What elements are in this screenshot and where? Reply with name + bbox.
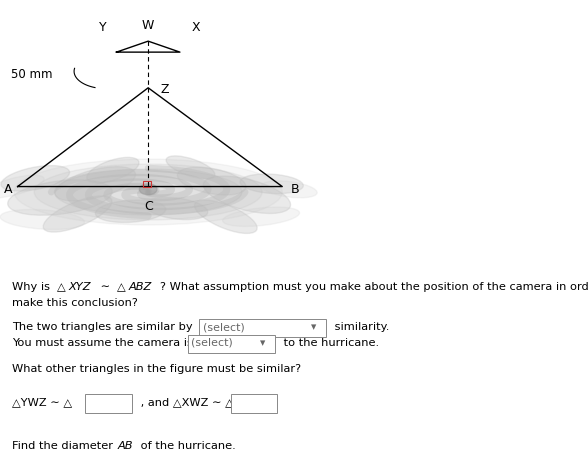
Text: AB: AB [117,441,133,451]
Text: B: B [291,183,300,196]
Text: Find the diameter: Find the diameter [12,441,116,451]
Text: (select): (select) [191,338,233,348]
Ellipse shape [195,200,257,233]
Text: X: X [192,21,200,34]
Bar [143,181,151,186]
Text: make this conclusion?: make this conclusion? [12,298,138,308]
Text: △YWZ ∼ △: △YWZ ∼ △ [12,397,72,408]
Text: similarity.: similarity. [331,322,389,332]
Ellipse shape [1,166,69,191]
Ellipse shape [203,176,290,213]
Ellipse shape [145,197,208,219]
Text: ▾: ▾ [260,338,265,348]
Ellipse shape [240,174,303,193]
FancyBboxPatch shape [188,335,275,353]
Ellipse shape [8,180,112,215]
Text: W: W [142,18,155,32]
FancyBboxPatch shape [230,394,278,412]
Text: △: △ [117,282,126,292]
Text: ∼: ∼ [97,282,114,292]
Text: (select): (select) [203,322,245,332]
Ellipse shape [95,200,166,222]
Text: Z: Z [161,83,169,96]
Ellipse shape [166,156,215,179]
Text: The two triangles are similar by: The two triangles are similar by [12,322,192,332]
FancyBboxPatch shape [85,394,132,412]
Ellipse shape [87,158,139,183]
Text: A: A [4,183,12,196]
Text: ABZ: ABZ [129,282,152,292]
Ellipse shape [14,159,282,225]
Text: 50 mm: 50 mm [11,68,53,80]
Text: of the hurricane.: of the hurricane. [137,441,236,451]
Ellipse shape [223,207,299,227]
Text: ▾: ▾ [311,322,316,332]
Text: to the hurricane.: to the hurricane. [280,338,379,348]
Text: △: △ [57,282,66,292]
Ellipse shape [43,196,112,232]
Text: Why is: Why is [12,282,54,292]
Ellipse shape [54,169,242,215]
Text: Y: Y [99,21,106,34]
Ellipse shape [55,166,135,201]
Ellipse shape [178,167,246,195]
Ellipse shape [0,210,85,229]
FancyBboxPatch shape [199,319,326,337]
Ellipse shape [139,184,157,195]
Text: XYZ: XYZ [69,282,91,292]
Text: C: C [144,200,152,213]
Text: What other triangles in the figure must be similar?: What other triangles in the figure must … [12,364,301,374]
Text: ? What assumption must you make about the position of the camera in order to: ? What assumption must you make about th… [160,282,588,292]
Ellipse shape [0,175,44,198]
Ellipse shape [262,181,317,198]
Ellipse shape [34,164,262,220]
Text: You must assume the camera is: You must assume the camera is [12,338,192,348]
Text: , and △XWZ ∼ △: , and △XWZ ∼ △ [137,397,234,408]
